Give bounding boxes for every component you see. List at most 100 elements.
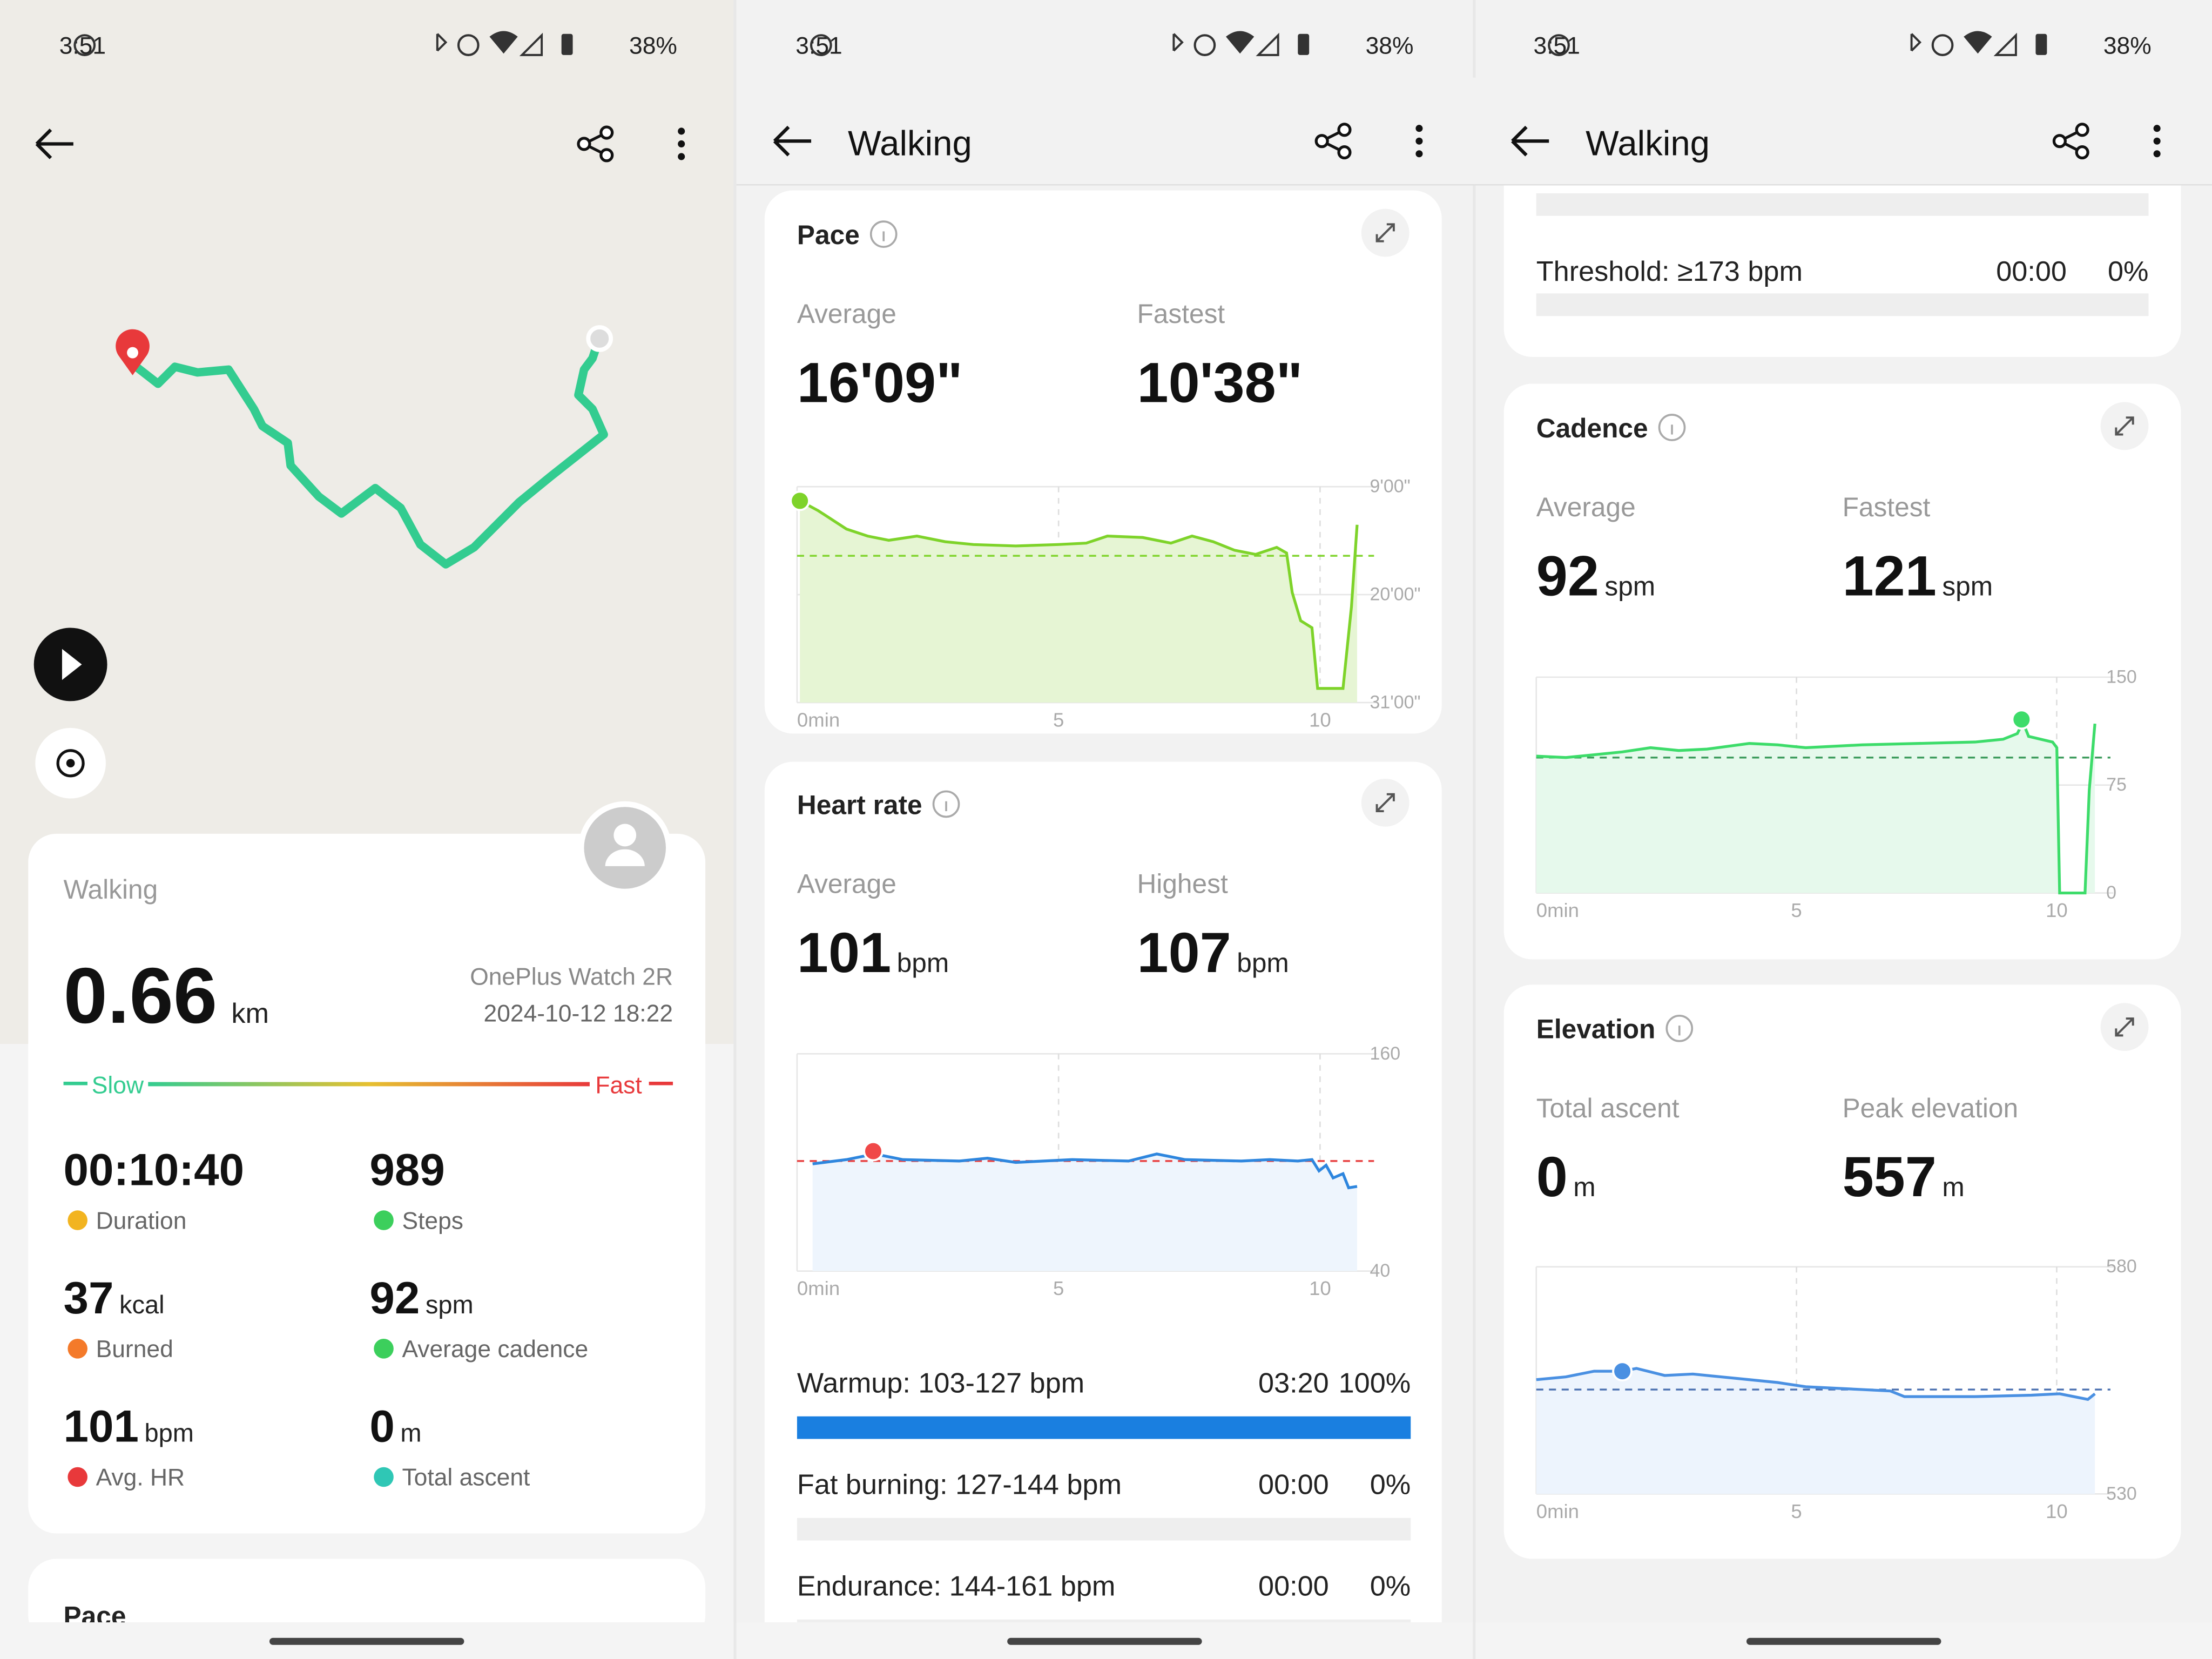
share-node bbox=[2052, 134, 2067, 149]
metric-value: 10'38" bbox=[1137, 351, 1303, 414]
info-icon[interactable] bbox=[869, 220, 898, 248]
metric-label: Average bbox=[797, 869, 896, 899]
metric-label: Average bbox=[797, 299, 896, 329]
zone-name: Fat burning: 127-144 bpm bbox=[797, 1469, 1122, 1500]
activity-type: Walking bbox=[64, 874, 158, 905]
distance-unit: km bbox=[231, 998, 269, 1029]
info-icon[interactable] bbox=[1658, 414, 1686, 441]
status-icons bbox=[1910, 33, 1922, 52]
metric-value: 121 bbox=[1843, 544, 1937, 608]
y-tick-label: 580 bbox=[2106, 1256, 2137, 1277]
card-title: Elevation bbox=[1536, 1014, 1656, 1044]
back-button[interactable] bbox=[773, 125, 812, 157]
info-icon[interactable] bbox=[1665, 1014, 1694, 1042]
more-button[interactable] bbox=[678, 153, 685, 160]
zone-bar bbox=[797, 1416, 1411, 1439]
stat-value: 00:10:40 bbox=[64, 1144, 245, 1195]
more-button[interactable] bbox=[2153, 150, 2161, 158]
y-tick-label: 40 bbox=[1370, 1260, 1390, 1281]
whatsapp-icon bbox=[810, 34, 832, 56]
peak-marker bbox=[790, 490, 811, 511]
metric-value: 107 bbox=[1137, 921, 1231, 984]
stat-icon bbox=[68, 1210, 87, 1230]
zone-time: 00:00 bbox=[1996, 256, 2067, 287]
info-icon[interactable] bbox=[932, 790, 960, 818]
battery-icon bbox=[561, 33, 573, 55]
home-indicator bbox=[1746, 1637, 1941, 1645]
x-tick-label: 0min bbox=[797, 1277, 840, 1299]
dnd-icon bbox=[1931, 34, 1954, 56]
card-title: Pace bbox=[797, 220, 860, 250]
wifi-icon bbox=[1226, 31, 1255, 54]
wifi-icon bbox=[489, 31, 518, 54]
play-icon bbox=[62, 649, 82, 680]
app-bar bbox=[736, 77, 1474, 185]
stat-value: 37 bbox=[64, 1272, 114, 1323]
y-tick-label: 150 bbox=[2106, 666, 2137, 687]
signal-icon bbox=[1993, 32, 2017, 56]
chart-area bbox=[812, 1154, 1357, 1271]
more-button[interactable] bbox=[1415, 125, 1423, 132]
back-button[interactable] bbox=[35, 129, 73, 159]
more-button[interactable] bbox=[2153, 137, 2161, 145]
more-button[interactable] bbox=[1415, 150, 1423, 158]
chart-area bbox=[800, 501, 1357, 703]
battery-icon bbox=[2035, 33, 2047, 55]
stat-label: Total ascent bbox=[402, 1465, 530, 1491]
battery-level: 38% bbox=[2103, 32, 2152, 59]
metric-label: Total ascent bbox=[1536, 1093, 1680, 1123]
x-tick-label: 5 bbox=[1053, 709, 1064, 731]
zone-percent: 0% bbox=[2108, 256, 2149, 287]
y-tick-label: 530 bbox=[2106, 1483, 2137, 1504]
more-button[interactable] bbox=[2153, 125, 2161, 132]
divider bbox=[1473, 0, 1476, 1659]
whatsapp-icon bbox=[73, 34, 96, 56]
zone-name: Warmup: 103-127 bpm bbox=[797, 1367, 1084, 1399]
peak-marker bbox=[2011, 709, 2032, 730]
x-tick-label: 5 bbox=[1791, 1500, 1802, 1522]
y-tick-label: 20'00" bbox=[1370, 584, 1420, 605]
dnd-icon bbox=[1193, 34, 1216, 56]
locate-dot bbox=[66, 759, 75, 768]
avatar bbox=[578, 801, 672, 895]
stat-unit: bpm bbox=[144, 1419, 193, 1447]
chart-area bbox=[1536, 1368, 2095, 1494]
share-node bbox=[1314, 134, 1329, 149]
back-button[interactable] bbox=[1511, 125, 1549, 157]
zone-time: 00:00 bbox=[1258, 1570, 1329, 1602]
y-tick-label: 75 bbox=[2106, 774, 2127, 795]
zone-percent: 0% bbox=[1370, 1469, 1411, 1500]
zone-bar bbox=[1536, 193, 2149, 216]
x-tick-label: 0min bbox=[797, 709, 840, 731]
peak-marker bbox=[1612, 1361, 1633, 1382]
stat-icon bbox=[68, 1467, 87, 1487]
metric-value: 0 bbox=[1536, 1145, 1568, 1209]
wifi-icon bbox=[1964, 31, 1992, 54]
stat-unit: kcal bbox=[119, 1290, 165, 1319]
avatar-head bbox=[613, 824, 637, 847]
more-button[interactable] bbox=[678, 140, 685, 147]
stat-label: Duration bbox=[96, 1208, 187, 1234]
metric-label: Average bbox=[1536, 492, 1636, 522]
battery-level: 38% bbox=[629, 32, 677, 59]
more-button[interactable] bbox=[1415, 137, 1423, 145]
share-node bbox=[577, 137, 591, 151]
zone-name: Endurance: 144-161 bpm bbox=[797, 1570, 1116, 1602]
stat-label: Steps bbox=[402, 1208, 463, 1234]
metric-unit: m bbox=[1573, 1172, 1595, 1202]
zone-bar bbox=[797, 1518, 1411, 1541]
chart-line bbox=[812, 1152, 1358, 1190]
x-tick-label: 10 bbox=[1309, 1277, 1331, 1299]
zone-time: 03:20 bbox=[1258, 1367, 1329, 1399]
battery-level: 38% bbox=[1366, 32, 1414, 59]
battery-icon bbox=[1298, 33, 1310, 55]
zone-percent: 0% bbox=[1370, 1570, 1411, 1602]
stat-label: Avg. HR bbox=[96, 1465, 185, 1491]
expand-icon bbox=[1375, 223, 1395, 242]
stat-icon bbox=[374, 1339, 394, 1359]
more-button[interactable] bbox=[678, 127, 685, 135]
page-title: Walking bbox=[848, 123, 972, 163]
stat-value: 989 bbox=[369, 1144, 444, 1195]
zone-bar bbox=[1536, 293, 2149, 316]
